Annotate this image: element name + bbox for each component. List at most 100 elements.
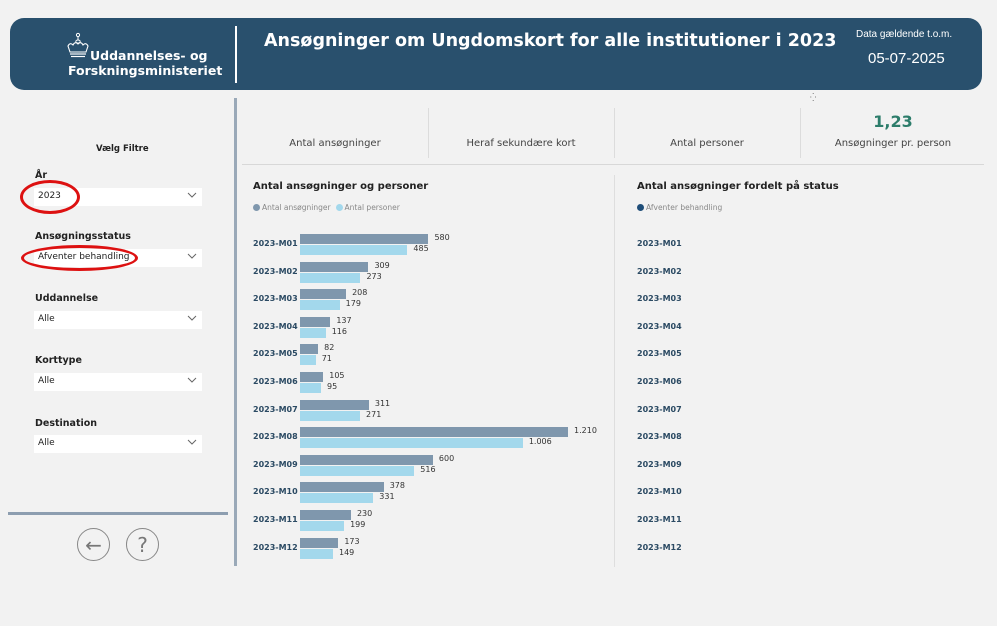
value-label-applications: 173 <box>344 536 360 546</box>
bar-applications[interactable] <box>300 427 568 438</box>
header-divider <box>235 26 237 83</box>
legend-dot-pending <box>637 204 644 211</box>
chevron-down-icon <box>187 439 197 445</box>
bar-persons[interactable] <box>300 272 361 283</box>
filter-label-status: Ansøgningsstatus <box>35 231 131 242</box>
value-label-persons: 485 <box>413 244 429 253</box>
ministry-logo: Uddannelses- og Forskningsministeriet <box>65 32 222 82</box>
value-label-applications: 580 <box>434 233 450 242</box>
category-label: 2023-M09 <box>253 459 298 469</box>
filter-label-year: År <box>35 170 48 181</box>
chevron-down-icon <box>187 315 197 321</box>
chevron-down-icon <box>187 377 197 383</box>
status-select[interactable]: Afventer behandling <box>34 249 202 267</box>
category-label: 2023-M10 <box>637 487 682 497</box>
category-label: 2023-M09 <box>637 459 682 469</box>
value-label-persons: 199 <box>350 520 366 529</box>
bar-persons[interactable] <box>300 383 322 393</box>
category-label: 2023-M11 <box>253 515 298 524</box>
bar-applications[interactable] <box>300 289 347 300</box>
chart-applications-title: Antal ansøgninger og personer <box>253 181 429 192</box>
logo-text-line2: Forskningsministeriet <box>68 63 223 78</box>
category-label: 2023-M11 <box>637 515 682 524</box>
value-label-applications: 230 <box>356 509 373 518</box>
legend-label-persons: Antal personer <box>344 203 400 212</box>
value-label-persons: 331 <box>379 492 395 502</box>
year-select-value: 2023 <box>38 191 61 201</box>
category-label: 2023-M06 <box>637 377 682 386</box>
back-button[interactable]: ← <box>77 528 110 561</box>
value-label-applications: 600 <box>438 453 455 463</box>
chart-separator <box>614 175 615 567</box>
value-label-persons: 95 <box>327 382 338 391</box>
category-label: 2023-M03 <box>253 294 298 304</box>
bar-applications[interactable] <box>300 482 384 493</box>
bar-persons[interactable] <box>300 521 345 531</box>
bar-persons[interactable] <box>300 355 316 366</box>
bar-applications[interactable] <box>300 316 331 327</box>
filter-label-cardtype: Korttype <box>35 355 82 366</box>
category-label: 2023-M07 <box>253 404 298 414</box>
bar-persons[interactable] <box>300 300 340 311</box>
value-label-applications: 309 <box>374 260 390 270</box>
cardtype-select[interactable]: Alle <box>34 373 202 391</box>
category-label: 2023-M05 <box>637 349 682 359</box>
kpi-persons-label: Antal personer <box>670 138 744 149</box>
value-label-persons: 273 <box>366 271 382 281</box>
bar-applications[interactable] <box>300 454 433 465</box>
kpi-divider <box>242 164 984 165</box>
legend-label-pending: Afventer behandling <box>646 203 723 212</box>
bar-persons[interactable] <box>300 438 523 449</box>
bar-applications[interactable] <box>300 372 324 382</box>
bar-persons[interactable] <box>300 465 415 476</box>
kpi-separator <box>614 108 615 158</box>
value-label-applications: 1.210 <box>574 426 597 436</box>
destination-select[interactable]: Alle <box>34 435 202 453</box>
value-label-persons: 149 <box>339 547 355 557</box>
report-header: Uddannelses- og Forskningsministeriet An… <box>10 18 982 90</box>
chevron-down-icon <box>187 192 197 198</box>
bar-persons[interactable] <box>300 327 326 338</box>
arrow-left-icon: ← <box>85 532 102 557</box>
category-label: 2023-M12 <box>637 542 682 552</box>
destination-select-value: Alle <box>38 438 55 448</box>
filter-label-education: Uddannelse <box>35 293 99 304</box>
bar-persons[interactable] <box>300 493 374 504</box>
bar-applications[interactable] <box>300 537 339 548</box>
category-label: 2023-M08 <box>637 432 682 442</box>
category-label: 2023-M08 <box>253 432 298 442</box>
bar-applications[interactable] <box>300 261 369 272</box>
filter-label-destination: Destination <box>35 418 98 429</box>
value-label-applications: 378 <box>389 481 405 491</box>
value-label-persons: 271 <box>366 409 382 419</box>
category-label: 2023-M05 <box>253 349 298 359</box>
category-label: 2023-M02 <box>637 266 682 276</box>
kpi-separator <box>800 108 801 158</box>
sidebar-divider <box>8 512 228 515</box>
bar-applications[interactable] <box>300 399 369 410</box>
category-label: 2023-M10 <box>253 487 298 497</box>
filters-title: Vælg Filtre <box>96 144 149 154</box>
year-select[interactable]: 2023 <box>34 188 202 206</box>
value-label-applications: 208 <box>352 288 368 298</box>
bar-applications[interactable] <box>300 234 429 244</box>
legend-dot-applications <box>253 204 260 211</box>
legend-label-applications: Antal ansøgninger <box>262 203 331 212</box>
category-label: 2023-M01 <box>637 239 682 248</box>
help-button[interactable]: ? <box>126 528 159 561</box>
education-select[interactable]: Alle <box>34 311 202 329</box>
category-label: 2023-M07 <box>637 404 682 414</box>
chart-status-legend: Afventer behandling <box>637 203 722 212</box>
crown-icon <box>67 32 89 58</box>
bar-persons[interactable] <box>300 245 408 255</box>
question-icon: ? <box>137 532 148 557</box>
bar-persons[interactable] <box>300 410 361 421</box>
bar-applications[interactable] <box>300 344 319 355</box>
bar-applications[interactable] <box>300 510 351 520</box>
category-label: 2023-M02 <box>253 266 298 276</box>
value-label-applications: 311 <box>374 398 391 408</box>
bar-persons[interactable] <box>300 548 333 559</box>
legend-dot-persons <box>335 204 343 211</box>
kpi-separator <box>428 108 429 158</box>
logo-text-line1: Uddannelses- og <box>90 48 208 63</box>
